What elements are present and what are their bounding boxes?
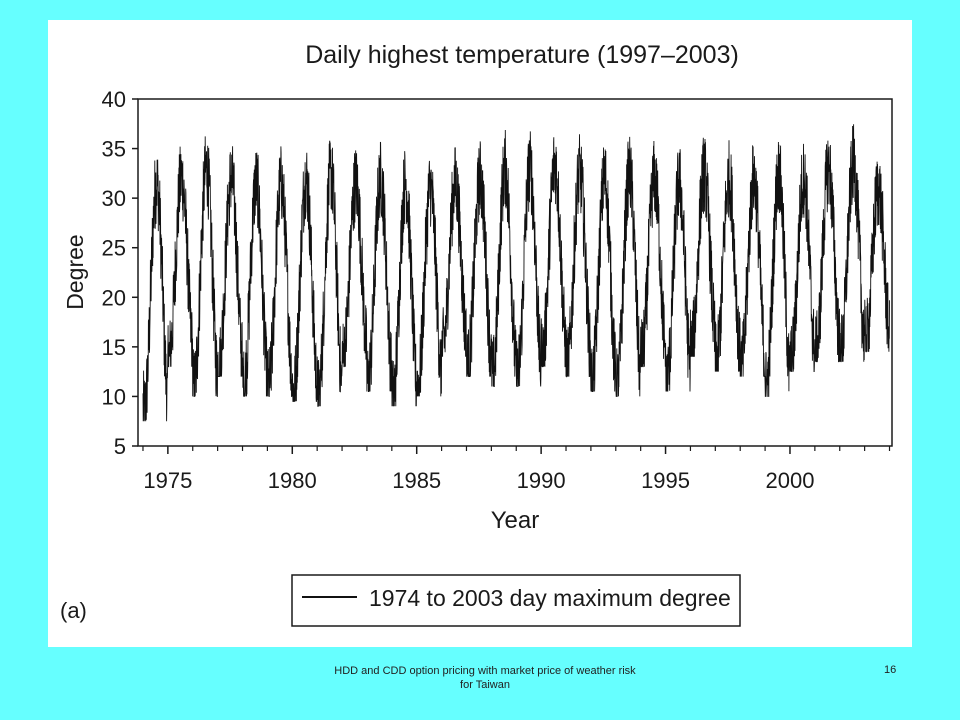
y-tick-label: 40 <box>102 87 126 112</box>
y-tick-label: 35 <box>102 137 126 162</box>
legend: 1974 to 2003 day maximum degree <box>291 574 741 627</box>
chart: Daily highest temperature (1997–2003) 51… <box>60 41 893 627</box>
series-line <box>142 124 890 422</box>
panel-label: (a) <box>60 598 87 623</box>
x-axis-label: Year <box>491 507 540 534</box>
y-axis-label: Degree <box>62 234 88 309</box>
x-tick-label: 1980 <box>268 468 317 493</box>
legend-label: 1974 to 2003 day maximum degree <box>369 585 731 611</box>
x-tick-label: 1990 <box>517 468 566 493</box>
x-tick-label: 1995 <box>641 468 690 493</box>
x-tick-label: 1975 <box>143 468 192 493</box>
x-axis: 1975 1980 1985 1990 1995 2000 <box>142 446 891 493</box>
footer-text: HDD and CDD option pricing with market p… <box>334 665 636 691</box>
chart-title: Daily highest temperature (1997–2003) <box>305 41 739 69</box>
x-tick-label: 1985 <box>392 468 441 493</box>
y-axis: 5 10 15 20 25 30 35 40 <box>102 87 138 459</box>
x-tick-label: 2000 <box>765 468 814 493</box>
y-tick-label: 25 <box>102 236 126 261</box>
y-tick-label: 5 <box>114 434 126 459</box>
temperature-series <box>142 124 890 422</box>
y-tick-label: 30 <box>102 186 126 211</box>
y-tick-label: 15 <box>102 335 126 360</box>
page-number: 16 <box>884 664 897 676</box>
y-tick-label: 10 <box>102 384 126 409</box>
plot-frame <box>137 98 893 447</box>
legend-box <box>291 574 741 627</box>
y-tick-label: 20 <box>102 285 126 310</box>
